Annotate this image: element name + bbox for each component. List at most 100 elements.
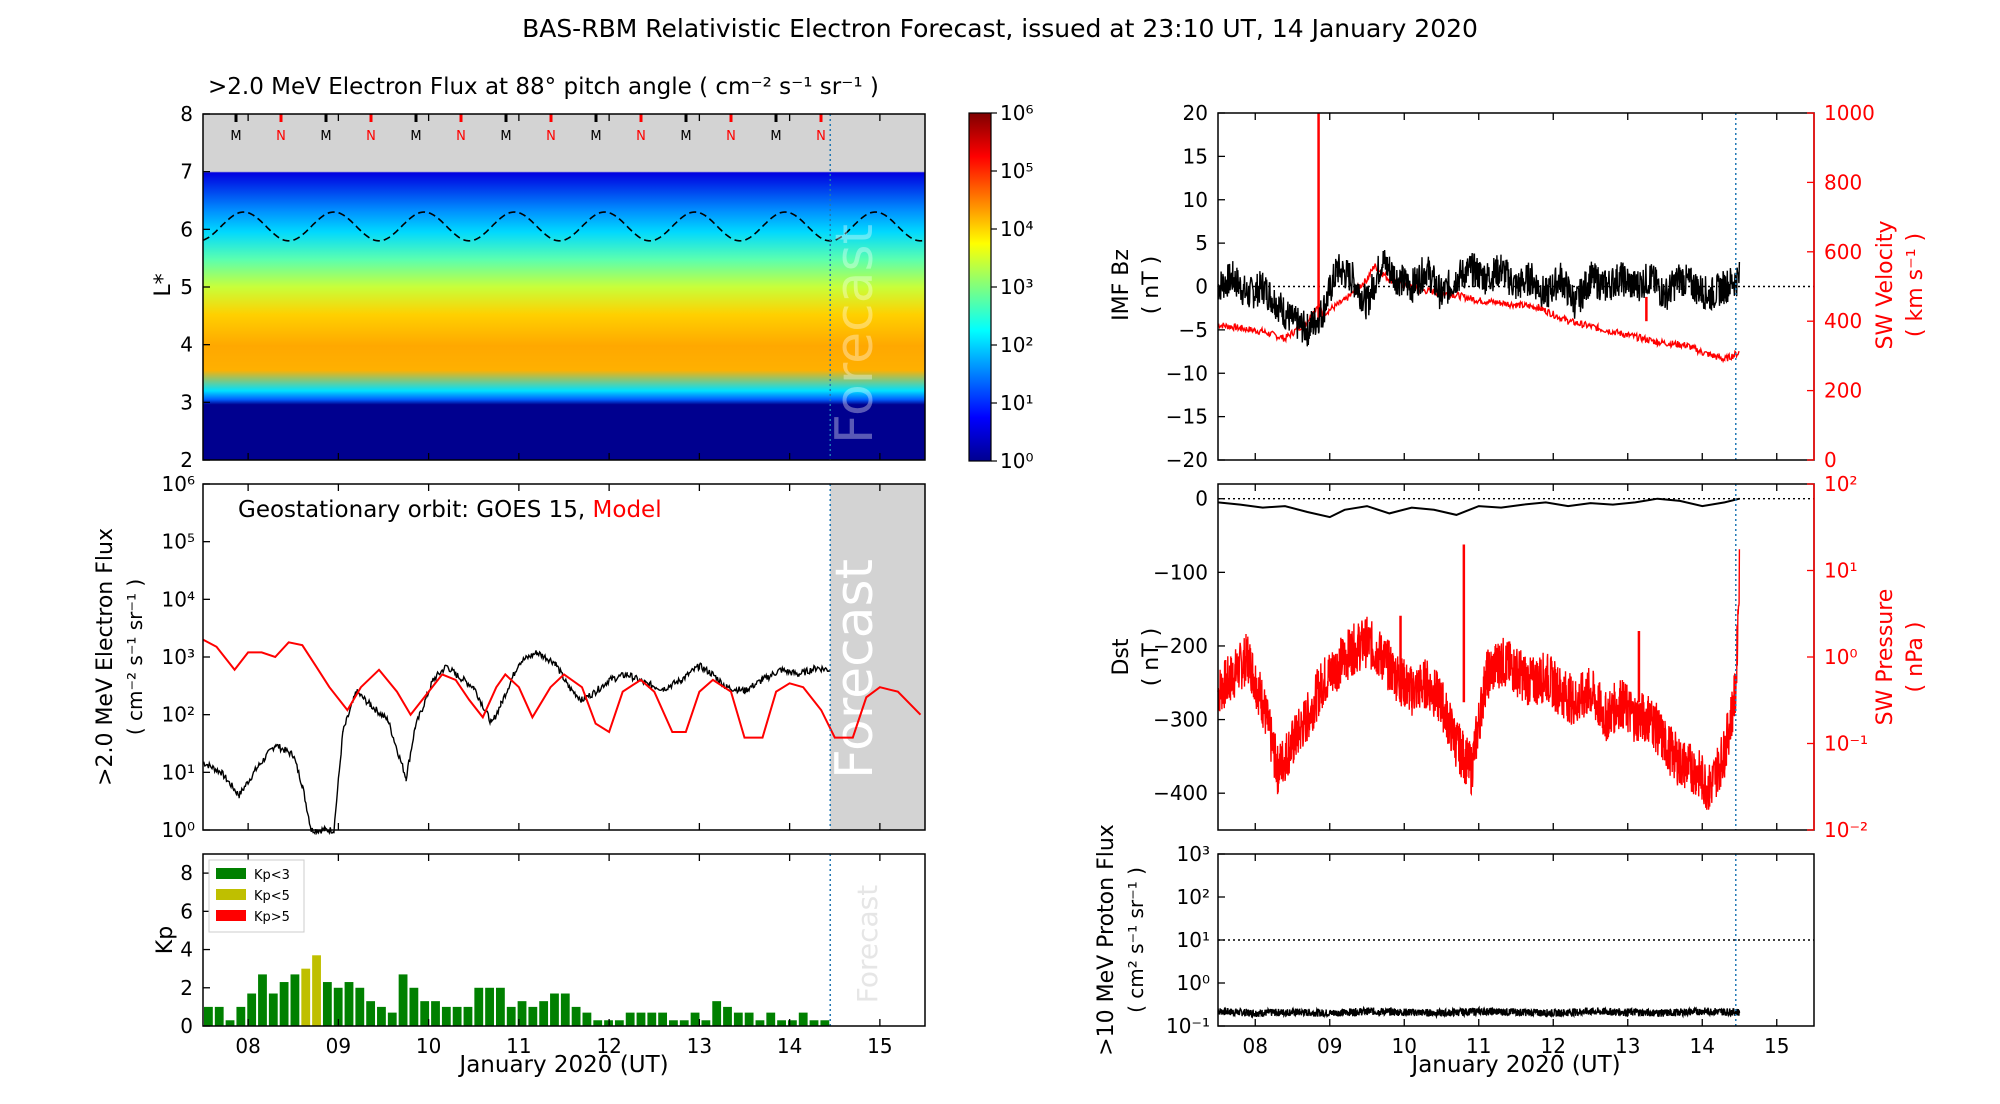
colorbar: 10⁰ 10¹ 10² 10³ 10⁴ 10⁵ 10⁶	[968, 101, 1033, 473]
colorbar-tick-label: 10⁴	[1000, 217, 1033, 241]
kp-bar	[744, 1012, 754, 1026]
imf-bz-line	[1217, 249, 1741, 347]
figure-title: BAS-RBM Relativistic Electron Forecast, …	[522, 14, 1478, 43]
y-tick-label: 20	[1183, 101, 1208, 125]
imf-ylabel: IMF Bz	[1109, 249, 1134, 321]
sw-velocity-ylabel-unit: ( km s⁻¹ )	[1903, 233, 1928, 337]
colorbar-tick-label: 10¹	[1000, 391, 1033, 415]
y-right-tick-label: 0	[1824, 448, 1837, 472]
colorbar-gradient	[968, 112, 992, 462]
mlt-marker-label: M	[410, 129, 421, 144]
y-tick-label: 0	[1195, 487, 1208, 511]
kp-bar	[441, 1006, 451, 1026]
geo-panel: Forecast 10⁰ 10¹ 10² 10³ 10⁴ 10⁵ 10⁶ Geostationa…	[162, 472, 926, 842]
y-tick-label: −400	[1153, 781, 1208, 805]
y-tick-label: 15	[1183, 144, 1208, 168]
x-tick-label: 14	[1690, 1034, 1715, 1058]
kp-legend-swatch	[216, 868, 246, 879]
x-tick-label: 09	[326, 1034, 351, 1058]
mlt-marker-label: N	[456, 129, 466, 144]
dst-ylabel: Dst	[1109, 638, 1134, 675]
kp-legend-label: Kp<5	[254, 889, 290, 904]
x-tick-label: 11	[506, 1034, 531, 1058]
y-right-tick-label: 400	[1824, 309, 1862, 333]
kp-bar	[593, 1020, 603, 1026]
y-tick-label: 10²	[1177, 885, 1210, 909]
kp-bar	[344, 982, 354, 1026]
x-tick-label: 10	[416, 1034, 441, 1058]
y-tick-label: 10¹	[1177, 928, 1210, 952]
kp-bar	[398, 974, 408, 1026]
y-right-tick-label: 600	[1824, 240, 1862, 264]
y-right-tick-label: 10⁻¹	[1824, 732, 1868, 756]
dst-ylabel-unit: ( nT )	[1139, 628, 1164, 687]
x-tick-label: 13	[687, 1034, 712, 1058]
y-tick-label: 10⁰	[162, 818, 195, 842]
kp-bar	[279, 982, 289, 1026]
kp-bar	[820, 1020, 830, 1026]
y-tick-label: 0	[1195, 275, 1208, 299]
y-tick-label: 10⁵	[162, 530, 195, 554]
kp-bar	[431, 1001, 440, 1026]
kp-bar	[550, 993, 559, 1026]
y-tick-label: 7	[180, 160, 193, 184]
geo-orbit-line	[202, 211, 926, 242]
kp-bar	[377, 1006, 386, 1026]
y-tick-label: 10⁰	[1177, 971, 1210, 995]
y-tick-label: 10	[1183, 188, 1208, 212]
kp-bar	[614, 1020, 624, 1026]
kp-bar	[712, 1001, 722, 1026]
kp-bar	[679, 1020, 689, 1026]
kp-bar	[517, 1001, 527, 1026]
kp-ylabel: Kp	[153, 926, 178, 954]
kp-bar	[355, 987, 365, 1026]
colorbar-tick-label: 10⁰	[1000, 449, 1033, 473]
kp-frame	[202, 853, 926, 1027]
proton-ylabel: >10 MeV Proton Flux	[1094, 824, 1119, 1056]
kp-bar	[225, 1020, 235, 1026]
legend-model: Model	[593, 497, 662, 523]
colorbar-tick-label: 10⁵	[1000, 159, 1033, 183]
dst-panel: 0 −100 −200 −300 −400 10⁻² 10⁻¹ 10⁰ 10¹ 10²	[1153, 472, 1868, 842]
colorbar-tick-label: 10²	[1000, 333, 1033, 357]
mlt-marker-label: N	[816, 129, 826, 144]
y-tick-label: 10¹	[162, 760, 195, 784]
mlt-marker-label: N	[636, 129, 646, 144]
kp-bar	[322, 982, 332, 1026]
y-tick-label: −5	[1179, 318, 1208, 342]
kp-legend-label: Kp<3	[254, 868, 290, 883]
sw-pressure-ylabel-unit: ( nPa )	[1903, 622, 1928, 693]
kp-bar	[258, 974, 267, 1026]
x-tick-label: 08	[235, 1034, 260, 1058]
x-tick-label: 12	[596, 1034, 621, 1058]
kp-bar	[571, 1006, 581, 1026]
kp-bar	[755, 1020, 765, 1026]
mlt-marker-label: M	[230, 129, 241, 144]
y-right-tick-label: 10¹	[1824, 559, 1857, 583]
x-tick-label: 13	[1615, 1034, 1640, 1058]
sw-pressure-line	[1217, 549, 1741, 810]
x-tick-label: 15	[1764, 1034, 1789, 1058]
imf-ylabel-unit: ( nT )	[1139, 256, 1164, 315]
y-tick-label: 4	[180, 938, 193, 962]
x-tick-label: 09	[1317, 1034, 1342, 1058]
kp-bar	[463, 1006, 473, 1026]
heatmap-field	[203, 114, 925, 460]
kp-panel: Forecast 0 2 4 6 8 08 09 10 11 12 13 14 15 Kp<3 Kp<5 Kp>…	[180, 853, 926, 1058]
proton-flux-line	[1217, 1005, 1741, 1020]
y-right-tick-label: 10⁻²	[1824, 818, 1868, 842]
kp-legend: Kp<3 Kp<5 Kp>5	[208, 859, 305, 933]
kp-bar	[669, 1020, 678, 1026]
kp-bar	[214, 1006, 224, 1026]
y-tick-label: 0	[180, 1014, 193, 1038]
forecast-watermark: Forecast	[851, 885, 884, 1004]
x-tick-label: 10	[1392, 1034, 1417, 1058]
y-tick-label: 2	[180, 448, 193, 472]
geo-frame	[202, 483, 926, 831]
geo-ylabel-unit: ( cm⁻² s⁻¹ sr⁻¹ )	[123, 579, 147, 735]
kp-bar	[560, 993, 570, 1026]
y-tick-label: −20	[1166, 448, 1208, 472]
y-tick-label: 8	[180, 861, 193, 885]
x-tick-label: 12	[1541, 1034, 1566, 1058]
